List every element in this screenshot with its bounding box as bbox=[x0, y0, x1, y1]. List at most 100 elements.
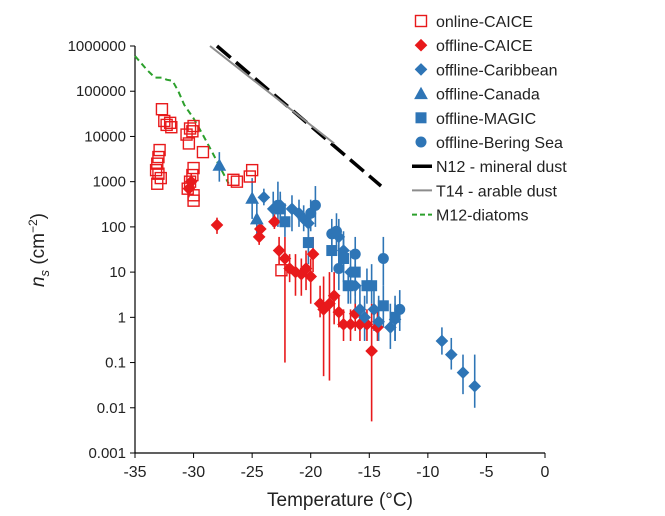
data-markers bbox=[149, 103, 482, 393]
legend-offline-magic-symbol bbox=[415, 112, 427, 124]
y-tick-label: 10 bbox=[109, 264, 126, 281]
offline-caribbean-point bbox=[444, 348, 458, 361]
y-axis-label-main: n bbox=[28, 276, 49, 287]
error-bars bbox=[188, 152, 476, 422]
offline-caice-point bbox=[278, 252, 292, 265]
legend: online-CAICE offline-CAICE offline-Caribbe… bbox=[412, 14, 567, 225]
offline-magic-point bbox=[338, 252, 350, 264]
offline-magic-point bbox=[377, 300, 389, 312]
offline-caice-point bbox=[252, 230, 266, 244]
legend-m12-diatoms-label: M12-diatoms bbox=[436, 208, 528, 225]
online-caice-point bbox=[182, 137, 196, 150]
legend-offline-canada-label: offline-Canada bbox=[436, 87, 540, 104]
offline-magic-point bbox=[389, 311, 401, 323]
x-tick-label: -25 bbox=[241, 464, 264, 481]
online-caice-point bbox=[187, 161, 200, 175]
legend-n12-mineral-dust-label: N12 - mineral dust bbox=[436, 159, 567, 176]
offline-caribbean-point bbox=[302, 216, 315, 230]
y-tick-label: 100000 bbox=[76, 83, 126, 100]
offline-caribbean-point bbox=[435, 334, 449, 348]
legend-offline-bering-sea-label: offline-Bering Sea bbox=[436, 135, 563, 152]
online-caice-point bbox=[187, 194, 200, 207]
legend-offline-magic-label: offline-MAGIC bbox=[436, 111, 536, 128]
x-axis-label: Temperature (°C) bbox=[267, 490, 413, 511]
y-tick-label: 1000000 bbox=[68, 38, 126, 55]
offline-bering-sea-point bbox=[305, 207, 317, 219]
legend-offline-caice-symbol bbox=[414, 38, 428, 52]
legend-offline-caribbean-label: offline-Caribbean bbox=[436, 62, 558, 79]
offline-caice-point bbox=[304, 270, 318, 283]
y-axis-label-exp: −2 bbox=[26, 219, 40, 233]
online-caice-point bbox=[243, 170, 257, 183]
online-caice-point bbox=[155, 103, 169, 116]
axes bbox=[134, 46, 545, 454]
online-caice-point bbox=[149, 163, 163, 177]
x-ticks: -35 -30 -25 -20 -15 -10 -5 0 bbox=[123, 453, 550, 481]
y-tick-label: 0.001 bbox=[88, 445, 126, 462]
legend-offline-caribbean-symbol bbox=[414, 63, 428, 76]
legend-online-caice-label: online-CAICE bbox=[436, 14, 533, 31]
y-axis-label-close: ) bbox=[28, 213, 49, 219]
x-tick-label: -10 bbox=[416, 464, 439, 481]
online-caice-point bbox=[160, 118, 173, 132]
y-axis-label-unit: (cm bbox=[28, 233, 49, 270]
offline-bering-sea-point bbox=[394, 303, 406, 315]
y-tick-label: 100 bbox=[101, 219, 126, 236]
offline-caribbean-point bbox=[332, 230, 346, 244]
online-caice-point bbox=[183, 122, 197, 135]
legend-online-caice-symbol bbox=[414, 14, 428, 28]
y-tick-label: 1 bbox=[118, 309, 126, 326]
offline-magic-point bbox=[302, 237, 314, 249]
model-lines bbox=[134, 44, 383, 188]
online-caice-point bbox=[230, 175, 244, 188]
offline-caribbean-point bbox=[367, 303, 381, 316]
offline-bering-sea-point bbox=[330, 225, 342, 237]
offline-canada-point bbox=[249, 212, 264, 225]
x-tick-label: -5 bbox=[479, 464, 493, 481]
offline-bering-sea-point bbox=[349, 248, 361, 260]
legend-offline-bering-sea-symbol bbox=[415, 136, 427, 148]
offline-caice-point bbox=[344, 318, 357, 331]
y-axis-label: ns (cm−2) bbox=[26, 213, 52, 287]
x-tick-label: 0 bbox=[541, 464, 550, 481]
x-tick-label: -20 bbox=[299, 464, 322, 481]
y-tick-label: 1000 bbox=[93, 174, 126, 191]
x-tick-label: -15 bbox=[358, 464, 381, 481]
offline-canada-point bbox=[245, 191, 260, 204]
online-caice-point bbox=[163, 116, 177, 130]
online-caice-point bbox=[153, 143, 166, 157]
offline-bering-sea-point bbox=[333, 263, 345, 275]
offline-caice-point bbox=[210, 218, 224, 232]
offline-caice-point bbox=[184, 175, 198, 188]
x-tick-label: -35 bbox=[123, 464, 146, 481]
x-tick-label: -30 bbox=[182, 464, 205, 481]
online-caice-point bbox=[152, 150, 165, 164]
offline-bering-sea-point bbox=[309, 199, 321, 211]
offline-caribbean-point bbox=[372, 315, 385, 329]
offline-magic-point bbox=[326, 245, 338, 257]
offline-bering-sea-point bbox=[272, 199, 284, 211]
offline-caice-point bbox=[254, 222, 267, 236]
legend-t14-arable-dust-label: T14 - arable dust bbox=[436, 183, 558, 200]
online-caice-point bbox=[154, 171, 167, 185]
offline-caice-point bbox=[306, 247, 320, 261]
offline-magic-point bbox=[349, 266, 361, 278]
offline-caice-point bbox=[272, 244, 286, 257]
t14-arable-dust-line bbox=[209, 45, 335, 145]
offline-magic-point bbox=[342, 280, 354, 292]
offline-caribbean-point bbox=[456, 366, 470, 379]
online-caice-point bbox=[152, 167, 165, 180]
m12-diatoms-line bbox=[134, 55, 230, 185]
offline-canada-point bbox=[212, 158, 227, 171]
online-caice-point bbox=[165, 121, 178, 134]
y-ticks: 0.001 0.01 0.1 1 10 100 1000 10000 100000 1000000 bbox=[68, 38, 135, 462]
y-tick-label: 0.1 bbox=[105, 355, 126, 372]
legend-offline-caice-label: offline-CAICE bbox=[436, 38, 533, 55]
online-caice-point bbox=[187, 119, 200, 133]
legend-offline-canada-symbol bbox=[414, 86, 428, 100]
offline-bering-sea-point bbox=[377, 252, 389, 264]
offline-caice-point bbox=[365, 344, 378, 358]
offline-caribbean-point bbox=[257, 191, 271, 204]
y-axis-label-sub: s bbox=[37, 269, 52, 276]
